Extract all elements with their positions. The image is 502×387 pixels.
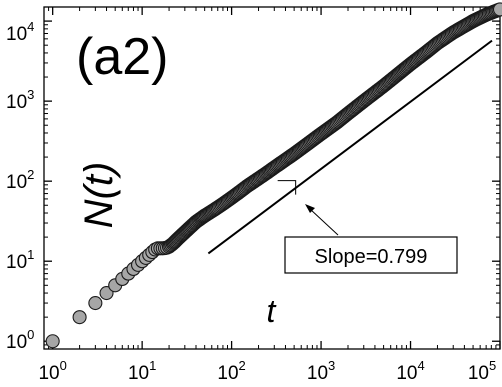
data-point [88, 296, 103, 311]
slope-annotation: Slope=0.799 [284, 204, 458, 274]
data-point [72, 310, 87, 325]
slope-label-box [284, 236, 458, 274]
y-axis-title: N(t) [77, 162, 121, 229]
slope-label: Slope=0.799 [315, 246, 428, 268]
x-tick-labels: 100 101 102 103 104 105 [38, 358, 496, 384]
data-point [45, 334, 60, 349]
x-tick-label: 103 [307, 358, 335, 384]
annotation-arrow [309, 208, 339, 236]
fit-line-group [207, 39, 493, 255]
y-tick-labels: 100 101 102 103 104 [6, 19, 34, 353]
panel-label: (a2) [76, 28, 168, 86]
plot-frame [43, 6, 501, 350]
slope-triangle [277, 180, 297, 195]
x-tick-label: 102 [217, 358, 245, 384]
x-tick-label: 105 [468, 358, 496, 384]
y-tick-label: 102 [6, 167, 34, 193]
x-tick-label: 100 [38, 358, 66, 384]
x-tick-label: 104 [396, 358, 424, 384]
y-tick-label: 104 [6, 19, 34, 45]
data-points [45, 2, 502, 349]
data-point [492, 2, 502, 17]
x-tick-label: 101 [128, 358, 156, 384]
major-ticks [44, 7, 501, 349]
fit-line [207, 39, 493, 255]
y-tick-label: 100 [6, 327, 34, 353]
x-axis-title: t [267, 293, 277, 329]
y-tick-label: 103 [6, 87, 34, 113]
y-tick-label: 101 [6, 247, 34, 273]
plot-border [43, 6, 501, 350]
annotation-arrowhead [305, 204, 315, 213]
